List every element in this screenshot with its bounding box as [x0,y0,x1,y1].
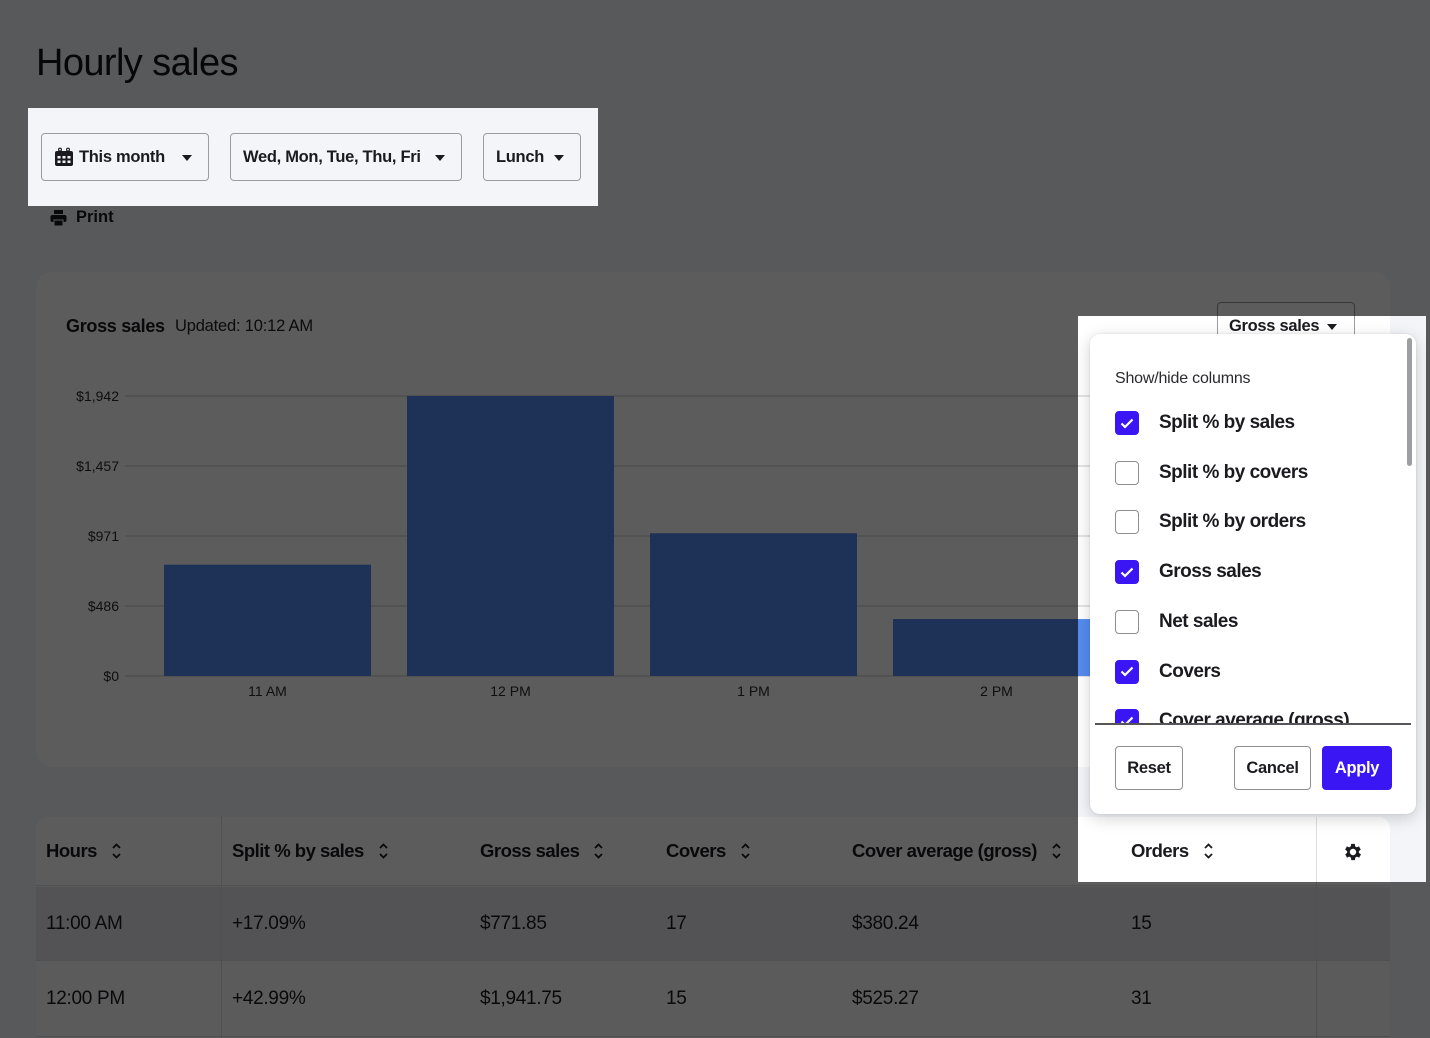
bar-11-am [164,564,371,676]
sort-icon [741,843,750,859]
column-header-split-sales[interactable]: Split % by sales [232,817,389,885]
table-row: 11:00 AM +17.09% $771.85 17 $380.24 15 [36,887,1390,961]
column-header-gross-sales[interactable]: Gross sales [480,817,604,885]
hourly-sales-table: Hours Split % by sales Gross sales Cover… [36,817,1390,1038]
column-header-label: Orders [1131,840,1189,861]
cell-split-sales: +42.99% [232,988,306,1009]
column-option[interactable]: Split % by orders [1115,497,1306,547]
cell-hours: 11:00 AM [46,912,123,934]
column-header-covers[interactable]: Covers [666,817,751,885]
column-option[interactable]: Split % by sales [1115,398,1295,448]
y-tick-label: $0 [103,668,119,684]
sort-icon [1204,843,1213,859]
column-option-label: Split % by orders [1159,511,1306,533]
show-hide-columns-popover: Show/hide columns Split % by sales Split… [1090,334,1416,814]
checkbox[interactable] [1115,709,1139,724]
date-range-label: This month [79,147,165,166]
cell-gross-sales: $1,941.75 [480,988,562,1009]
column-header-label: Gross sales [480,840,580,861]
column-header-label: Split % by sales [232,840,364,861]
bar-2-pm [893,619,1100,676]
checkbox[interactable] [1115,560,1139,585]
check-icon [1120,567,1134,578]
y-tick-label: $486 [88,598,119,614]
print-button[interactable]: Print [50,208,114,227]
y-tick-label: $1,457 [76,458,119,474]
filter-bar: This month Wed, Mon, Tue, Thu, Fri Lunch [28,108,598,206]
cell-cover-average: $525.27 [852,988,919,1009]
weekdays-dropdown[interactable]: Wed, Mon, Tue, Thu, Fri [230,133,462,181]
bar-1-pm [650,533,857,676]
x-tick-label: 1 PM [737,683,770,699]
popover-scrollbar[interactable] [1407,338,1412,466]
y-tick-label: $1,942 [76,388,119,404]
cell-covers: 17 [666,912,687,934]
column-header-hours[interactable]: Hours [46,817,122,885]
printer-icon [50,209,67,226]
chevron-down-icon [182,155,192,161]
column-header-orders[interactable]: Orders [1131,817,1214,885]
column-header-label: Cover average (gross) [852,840,1037,861]
date-range-dropdown[interactable]: This month [41,133,209,181]
chevron-down-icon [435,155,445,161]
sort-icon [379,843,388,859]
column-header-cover-average[interactable]: Cover average (gross) [852,817,1062,885]
cell-gross-sales: $771.85 [480,912,547,934]
column-option-label: Split % by sales [1159,412,1295,433]
table-row: 12:00 PM +42.99% $1,941.75 15 $525.27 31 [36,962,1390,1037]
check-icon [1120,418,1134,429]
column-divider [221,817,222,1038]
column-header-label: Hours [46,840,97,861]
cell-split-sales: +17.09% [232,912,306,934]
checkbox[interactable] [1115,460,1139,485]
column-option[interactable]: Split % by covers [1115,448,1308,498]
column-divider [1316,817,1317,1038]
cancel-button[interactable]: Cancel [1234,746,1311,790]
column-option-label: Gross sales [1159,561,1262,583]
column-option[interactable]: Net sales [1115,597,1238,647]
calendar-icon [55,147,73,166]
apply-button[interactable]: Apply [1322,746,1392,790]
chevron-down-icon [554,155,564,161]
popover-divider [1095,723,1411,725]
checkbox[interactable] [1115,609,1139,634]
popover-heading: Show/hide columns [1115,370,1251,387]
cell-cover-average: $380.24 [852,912,919,934]
column-option-label: Covers [1159,660,1221,682]
sort-icon [1052,843,1061,859]
column-option-label: Net sales [1159,610,1238,632]
daypart-label: Lunch [496,147,544,166]
cell-covers: 15 [666,988,687,1009]
x-tick-label: 12 PM [490,683,530,699]
page-title: Hourly sales [36,42,238,84]
column-option[interactable]: Gross sales [1115,547,1262,597]
cell-orders: 31 [1131,988,1152,1009]
column-option-label: Cover average (gross) [1159,710,1350,724]
bar-12-pm [407,396,614,676]
print-label: Print [76,208,114,226]
checkbox[interactable] [1115,659,1139,684]
column-checkbox-list[interactable]: Split % by sales Split % by covers Split… [1090,398,1416,724]
gear-icon[interactable] [1342,841,1364,863]
cell-orders: 15 [1131,912,1152,934]
daypart-dropdown[interactable]: Lunch [483,133,581,181]
column-option[interactable]: Cover average (gross) [1115,696,1350,724]
checkbox[interactable] [1115,510,1139,535]
table-header-row: Hours Split % by sales Gross sales Cover… [36,817,1390,886]
sort-icon [594,843,604,859]
x-tick-label: 2 PM [980,683,1013,699]
column-header-label: Covers [666,840,726,861]
checkbox[interactable] [1115,411,1139,435]
weekdays-label: Wed, Mon, Tue, Thu, Fri [243,147,421,166]
column-option-label: Split % by covers [1159,461,1308,483]
reset-button[interactable]: Reset [1115,746,1183,790]
check-icon [1120,666,1134,677]
x-tick-label: 11 AM [248,683,287,699]
cell-hours: 12:00 PM [46,988,125,1009]
y-tick-label: $971 [88,528,119,544]
sort-icon [112,843,121,859]
column-option[interactable]: Covers [1115,647,1221,697]
